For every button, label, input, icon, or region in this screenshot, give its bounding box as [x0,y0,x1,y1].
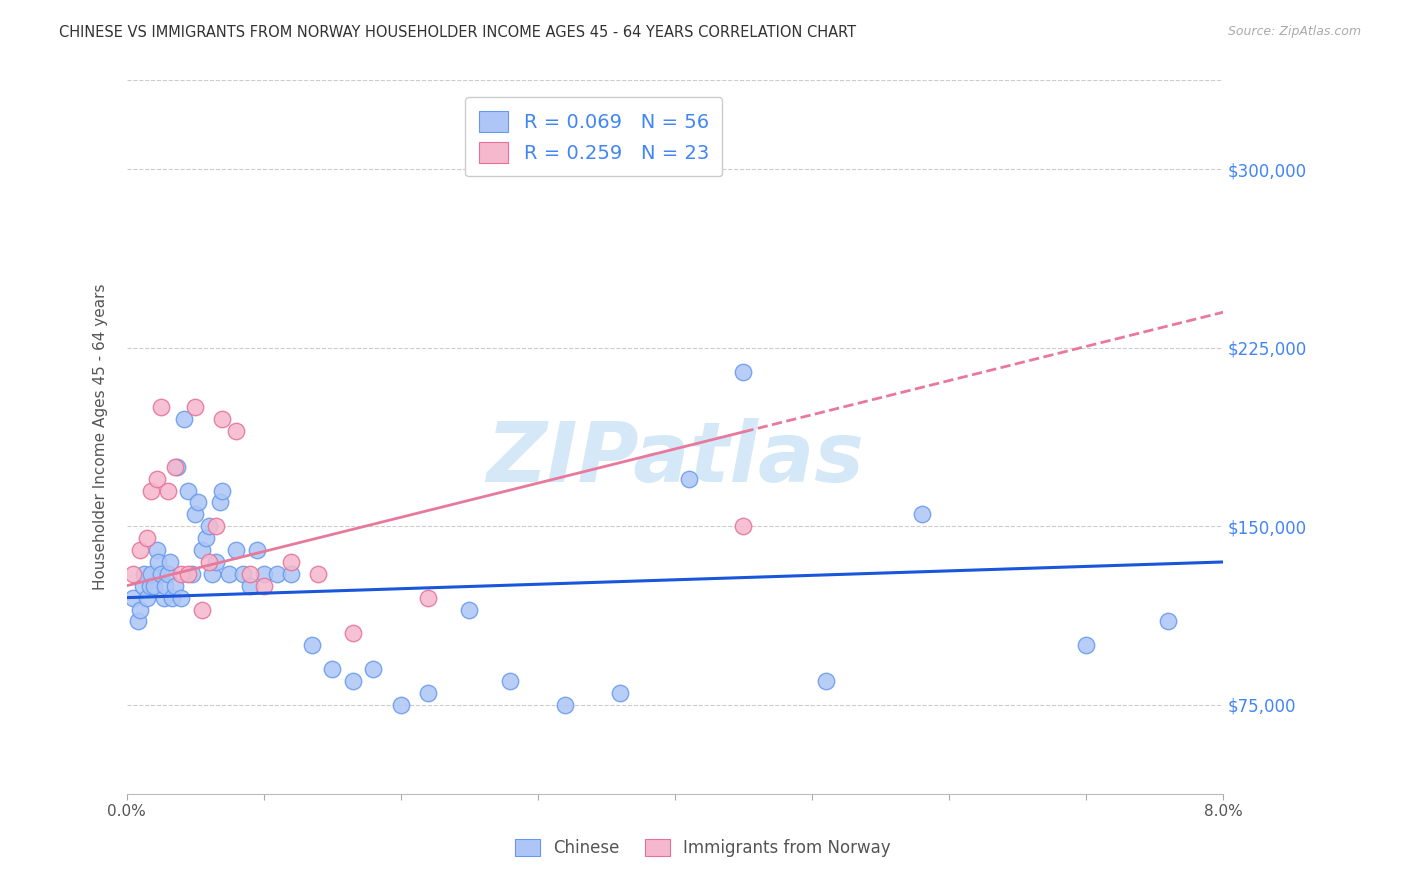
Point [266,566,288,581]
Y-axis label: Householder Income Ages 45 - 64 years: Householder Income Ages 45 - 64 years [93,284,108,591]
Point [197,519,219,533]
Point [122,591,145,605]
Point [197,555,219,569]
Point [225,424,247,438]
Point [145,543,167,558]
Point [132,579,155,593]
Point [159,555,181,569]
Point [141,566,163,581]
Text: CHINESE VS IMMIGRANTS FROM NORWAY HOUSEHOLDER INCOME AGES 45 - 64 YEARS CORRELAT: CHINESE VS IMMIGRANTS FROM NORWAY HOUSEH… [59,25,856,40]
Point [1076,638,1098,652]
Point [239,566,262,581]
Point [204,519,226,533]
Point [156,483,179,498]
Point [307,566,329,581]
Point [122,566,145,581]
Point [418,591,440,605]
Point [814,673,837,688]
Point [363,662,385,676]
Point [554,698,576,712]
Text: Source: ZipAtlas.com: Source: ZipAtlas.com [1227,25,1361,38]
Point [733,365,755,379]
Point [191,543,214,558]
Point [136,591,159,605]
Point [139,579,162,593]
Point [458,602,481,616]
Point [232,566,254,581]
Point [181,566,204,581]
Point [170,591,193,605]
Point [246,543,269,558]
Point [609,686,631,700]
Point [342,673,364,688]
Point [187,495,209,509]
Point [678,472,700,486]
Legend: R = 0.069   N = 56, R = 0.259   N = 23: R = 0.069 N = 56, R = 0.259 N = 23 [465,97,723,177]
Point [136,531,159,545]
Point [218,566,240,581]
Point [499,673,522,688]
Text: ZIPatlas: ZIPatlas [486,418,863,499]
Point [733,519,755,533]
Point [253,579,276,593]
Point [239,579,262,593]
Point [177,566,200,581]
Point [184,401,207,415]
Point [211,483,233,498]
Point [143,579,166,593]
Point [156,566,179,581]
Legend: Chinese, Immigrants from Norway: Chinese, Immigrants from Norway [509,832,897,864]
Point [129,602,152,616]
Point [146,555,169,569]
Point [225,543,247,558]
Point [134,566,156,581]
Point [153,579,176,593]
Point [127,615,149,629]
Point [163,459,186,474]
Point [152,591,174,605]
Point [149,566,172,581]
Point [170,566,193,581]
Point [200,566,222,581]
Point [173,412,195,426]
Point [301,638,323,652]
Point [418,686,440,700]
Point [184,508,207,522]
Point [280,555,302,569]
Point [280,566,302,581]
Point [129,543,152,558]
Point [191,602,214,616]
Point [342,626,364,640]
Point [253,566,276,581]
Point [204,555,226,569]
Point [1157,615,1180,629]
Point [208,495,231,509]
Point [211,412,233,426]
Point [145,472,167,486]
Point [911,508,934,522]
Point [141,483,163,498]
Point [149,401,172,415]
Point [321,662,343,676]
Point [389,698,412,712]
Point [195,531,218,545]
Point [163,579,186,593]
Point [160,591,183,605]
Point [177,483,200,498]
Point [166,459,188,474]
